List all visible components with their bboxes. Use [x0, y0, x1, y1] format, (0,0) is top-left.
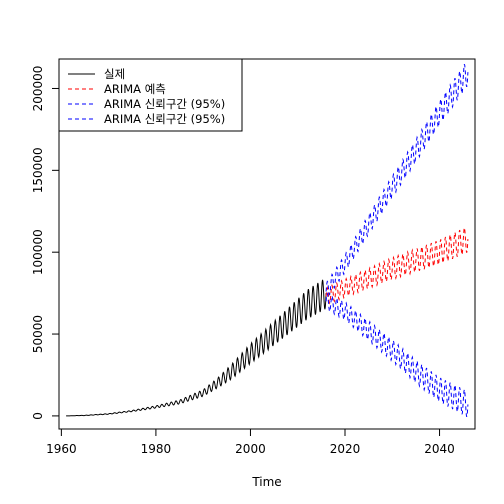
series-layer [66, 64, 469, 418]
x-axis: 1960 1980 2000 2020 2040 [46, 429, 455, 456]
x-tick-label: 1980 [141, 442, 172, 456]
legend-label: ARIMA 예측 [104, 82, 166, 96]
y-tick-label: 200000 [31, 66, 45, 112]
series-line-0 [66, 279, 327, 417]
x-tick-label: 1960 [46, 442, 77, 456]
x-tick-label: 2000 [235, 442, 266, 456]
legend-box [58, 58, 243, 132]
x-tick-label: 2040 [424, 442, 455, 456]
series-line-1 [325, 227, 469, 305]
series-line-2 [325, 64, 469, 296]
legend-label: ARIMA 신뢰구간 (95%) [104, 97, 225, 111]
x-tick-label: 2020 [330, 442, 361, 456]
plot-frame [58, 58, 476, 430]
y-tick-label: 50000 [31, 315, 45, 353]
y-tick-label: 100000 [31, 229, 45, 275]
y-tick-label: 0 [31, 412, 45, 420]
series-line-3 [325, 292, 469, 418]
legend-label: 실제 [104, 67, 125, 81]
x-axis-title: Time [251, 475, 281, 489]
legend-label: ARIMA 신뢰구간 (95%) [104, 112, 225, 126]
y-tick-label: 150000 [31, 147, 45, 193]
y-axis: 0 50000 100000 150000 200000 [31, 66, 59, 420]
